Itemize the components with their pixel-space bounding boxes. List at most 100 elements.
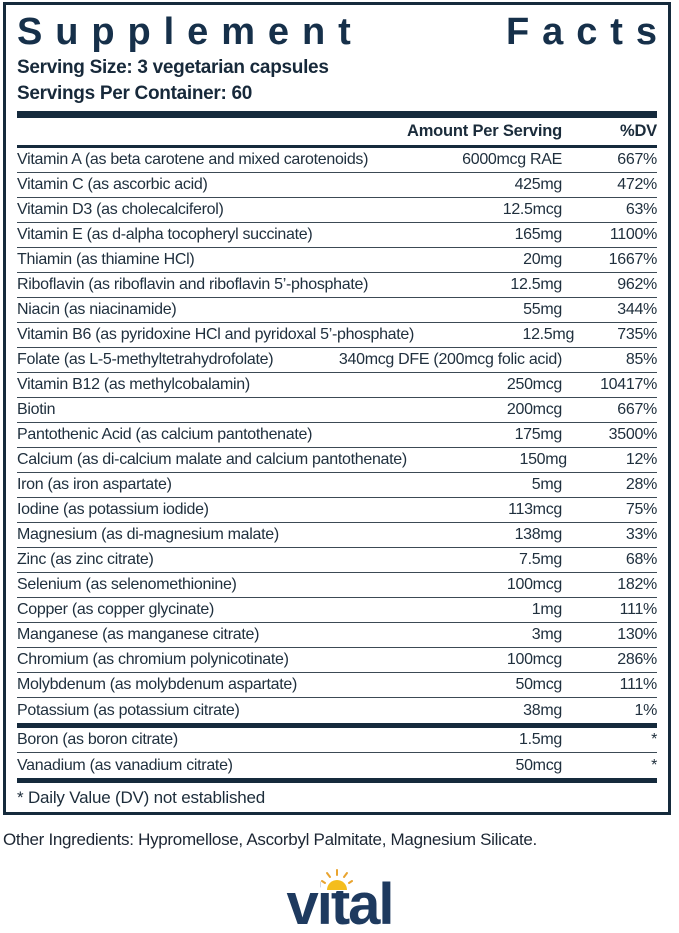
nutrient-dv: 75% <box>625 501 657 518</box>
table-row: Iron (as iron aspartate) 5mg 28% <box>17 473 657 498</box>
nutrient-amount: 3mg <box>531 626 563 643</box>
nutrient-amount: 165mg <box>514 226 563 243</box>
nutrient-amount: 6000mcg RAE <box>462 151 562 168</box>
header-percent-dv: %DV <box>620 122 657 140</box>
nutrient-name: Riboflavin (as riboflavin and riboflavin… <box>17 276 369 293</box>
nutrient-dv: 111% <box>619 601 658 618</box>
nutrient-amount: 12.5mg <box>522 326 575 343</box>
nutrient-dv: 12% <box>625 451 657 468</box>
nutrient-dv: 1100% <box>609 226 657 243</box>
brand-logo-inner: vital NUTRIENTS <box>261 869 418 933</box>
other-ingredients-line: Other Ingredients: Hypromellose, Ascorby… <box>3 830 537 849</box>
nutrient-dv: 1667% <box>608 251 658 268</box>
nutrient-name: Molybdenum (as molybdenum aspartate) <box>17 676 298 693</box>
table-row: Iodine (as potassium iodide) 113mcg 75% <box>17 498 657 523</box>
table-row: Calcium (as di-calcium malate and calciu… <box>17 448 657 473</box>
servings-per-container-line: Servings Per Container: 60 <box>17 83 253 104</box>
nutrient-amount: 12.5mg <box>510 276 562 293</box>
nutrient-amount: 20mg <box>523 251 562 268</box>
nutrient-dv: * <box>651 756 657 774</box>
divider-thick-middle <box>17 723 657 728</box>
nutrient-amount: 175mg <box>514 426 563 443</box>
nutrient-dv: 63% <box>625 201 657 218</box>
nutrient-name: Potassium (as potassium citrate) <box>17 701 240 719</box>
nutrient-amount: 55mg <box>523 301 562 318</box>
table-row: Biotin 200mcg 667% <box>17 398 657 423</box>
nutrient-name: Iron (as iron aspartate) <box>17 476 172 493</box>
nutrient-dv: 344% <box>617 301 657 318</box>
nutrient-name: Niacin (as niacinamide) <box>17 301 177 318</box>
nutrient-name: Chromium (as chromium polynicotinate) <box>17 651 289 668</box>
nutrient-rows-no-dv: Boron (as boron citrate) 1.5mg * Vanadiu… <box>17 728 657 778</box>
dv-footnote: * Daily Value (DV) not established <box>17 788 266 807</box>
nutrient-name: Zinc (as zinc citrate) <box>17 551 154 568</box>
nutrient-dv: 3500% <box>608 426 658 443</box>
table-row: Vitamin A (as beta carotene and mixed ca… <box>17 148 657 173</box>
table-row: Manganese (as manganese citrate) 3mg 130… <box>17 623 657 648</box>
nutrient-name: Manganese (as manganese citrate) <box>17 626 260 643</box>
serving-size-line: Serving Size: 3 vegetarian capsules <box>17 57 329 78</box>
nutrient-name: Vitamin A (as beta carotene and mixed ca… <box>17 151 369 168</box>
brand-logo: vital NUTRIENTS <box>0 869 679 933</box>
table-row: Zinc (as zinc citrate) 7.5mg 68% <box>17 548 657 573</box>
nutrient-amount: 100mcg <box>506 576 562 593</box>
nutrient-dv: 33% <box>625 526 657 543</box>
divider-thick-top <box>17 111 657 118</box>
table-row: Vanadium (as vanadium citrate) 50mcg * <box>17 753 657 778</box>
nutrient-amount: 1.5mg <box>519 731 562 748</box>
nutrient-name: Folate (as L-5-methyltetrahydrofolate) <box>17 351 274 368</box>
nutrient-dv: 667% <box>617 401 657 418</box>
divider-thick-bottom <box>17 778 657 783</box>
table-row: Magnesium (as di-magnesium malate) 138mg… <box>17 523 657 548</box>
nutrient-rows-main: Vitamin A (as beta carotene and mixed ca… <box>17 148 657 723</box>
nutrient-amount: 150mg <box>519 451 567 468</box>
nutrient-amount: 5mg <box>531 476 563 493</box>
nutrient-dv: 667% <box>617 151 657 168</box>
nutrient-name: Vanadium (as vanadium citrate) <box>17 756 233 774</box>
nutrient-amount: 200mcg <box>506 401 562 418</box>
panel-title: Supplement Facts <box>17 9 657 55</box>
nutrient-amount: 50mcg <box>515 676 562 693</box>
header-amount-per-serving: Amount Per Serving <box>406 122 562 140</box>
nutrient-name: Thiamin (as thiamine HCl) <box>17 251 195 268</box>
table-row: Riboflavin (as riboflavin and riboflavin… <box>17 273 657 298</box>
nutrient-dv: 286% <box>617 651 657 668</box>
nutrient-name: Biotin <box>17 401 56 418</box>
nutrient-dv: 130% <box>617 626 657 643</box>
nutrient-name: Vitamin B12 (as methylcobalamin) <box>17 376 250 393</box>
table-row: Potassium (as potassium citrate) 38mg 1% <box>17 698 657 723</box>
table-row: Selenium (as selenomethionine) 100mcg 18… <box>17 573 657 598</box>
nutrient-name: Vitamin D3 (as cholecalciferol) <box>17 201 224 218</box>
nutrient-name: Vitamin B6 (as pyridoxine HCl and pyrido… <box>17 326 415 343</box>
nutrient-amount: 12.5mcg <box>502 201 563 218</box>
table-row: Vitamin B6 (as pyridoxine HCl and pyrido… <box>17 323 657 348</box>
table-row: Folate (as L-5-methyltetrahydrofolate) 3… <box>17 348 657 373</box>
table-row: Molybdenum (as molybdenum aspartate) 50m… <box>17 673 657 698</box>
nutrient-dv: 111% <box>619 676 658 693</box>
nutrient-name: Magnesium (as di-magnesium malate) <box>17 526 279 543</box>
title-word-supplement: Supplement <box>17 11 364 53</box>
title-word-facts: Facts <box>506 11 670 53</box>
nutrient-amount: 113mcg <box>508 501 562 518</box>
nutrient-name: Vitamin C (as ascorbic acid) <box>17 176 208 193</box>
nutrient-amount: 50mcg <box>515 756 562 774</box>
nutrient-dv: 85% <box>625 351 657 368</box>
nutrient-name: Copper (as copper glycinate) <box>17 601 215 618</box>
sun-icon <box>320 869 353 891</box>
nutrient-amount: 425mg <box>514 176 563 193</box>
table-row: Copper (as copper glycinate) 1mg 111% <box>17 598 657 623</box>
table-row: Thiamin (as thiamine HCl) 20mg 1667% <box>17 248 657 273</box>
nutrient-dv: 182% <box>617 576 657 593</box>
nutrient-dv: 1% <box>634 701 657 719</box>
supplement-facts-panel: Supplement Facts Serving Size: 3 vegetar… <box>3 2 671 815</box>
nutrient-name: Calcium (as di-calcium malate and calciu… <box>17 451 407 468</box>
nutrient-dv: 472% <box>617 176 657 193</box>
table-row: Niacin (as niacinamide) 55mg 344% <box>17 298 657 323</box>
nutrient-dv: 68% <box>625 551 657 568</box>
nutrient-dv: 10417% <box>600 376 657 393</box>
table-row: Pantothenic Acid (as calcium pantothenat… <box>17 423 657 448</box>
nutrient-amount: 100mcg <box>506 651 562 668</box>
table-row: Vitamin C (as ascorbic acid) 425mg 472% <box>17 173 657 198</box>
nutrient-amount: 7.5mg <box>519 551 562 568</box>
nutrient-name: Vitamin E (as d-alpha tocopheryl succina… <box>17 226 313 243</box>
